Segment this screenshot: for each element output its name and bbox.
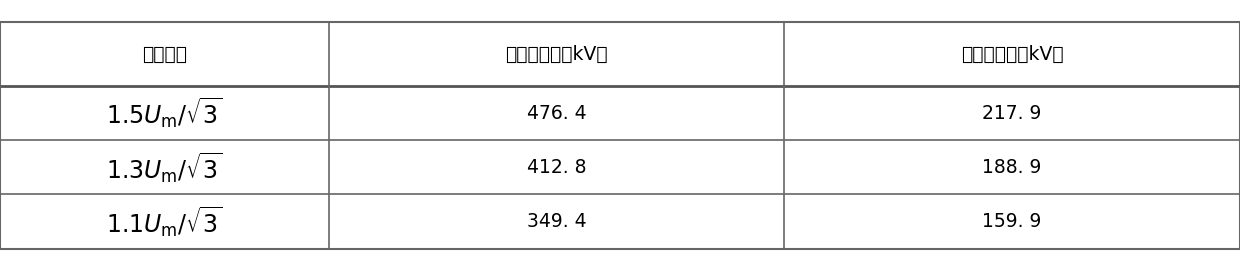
Text: 412. 8: 412. 8	[527, 158, 587, 177]
Text: 施加电压: 施加电压	[141, 45, 187, 64]
Text: $1.5U_{\mathrm{m}}/\sqrt{3}$: $1.5U_{\mathrm{m}}/\sqrt{3}$	[107, 96, 222, 130]
Text: 159. 9: 159. 9	[982, 212, 1042, 231]
Text: $1.1U_{\mathrm{m}}/\sqrt{3}$: $1.1U_{\mathrm{m}}/\sqrt{3}$	[107, 204, 222, 239]
Text: $1.3U_{\mathrm{m}}/\sqrt{3}$: $1.3U_{\mathrm{m}}/\sqrt{3}$	[107, 150, 222, 185]
Text: 网侧电压值（kV）: 网侧电压值（kV）	[505, 45, 608, 64]
Text: 349. 4: 349. 4	[527, 212, 587, 231]
Text: 476. 4: 476. 4	[527, 104, 587, 123]
Text: 217. 9: 217. 9	[982, 104, 1042, 123]
Text: 阀侧电压值（kV）: 阀侧电压值（kV）	[961, 45, 1064, 64]
Text: 188. 9: 188. 9	[982, 158, 1042, 177]
